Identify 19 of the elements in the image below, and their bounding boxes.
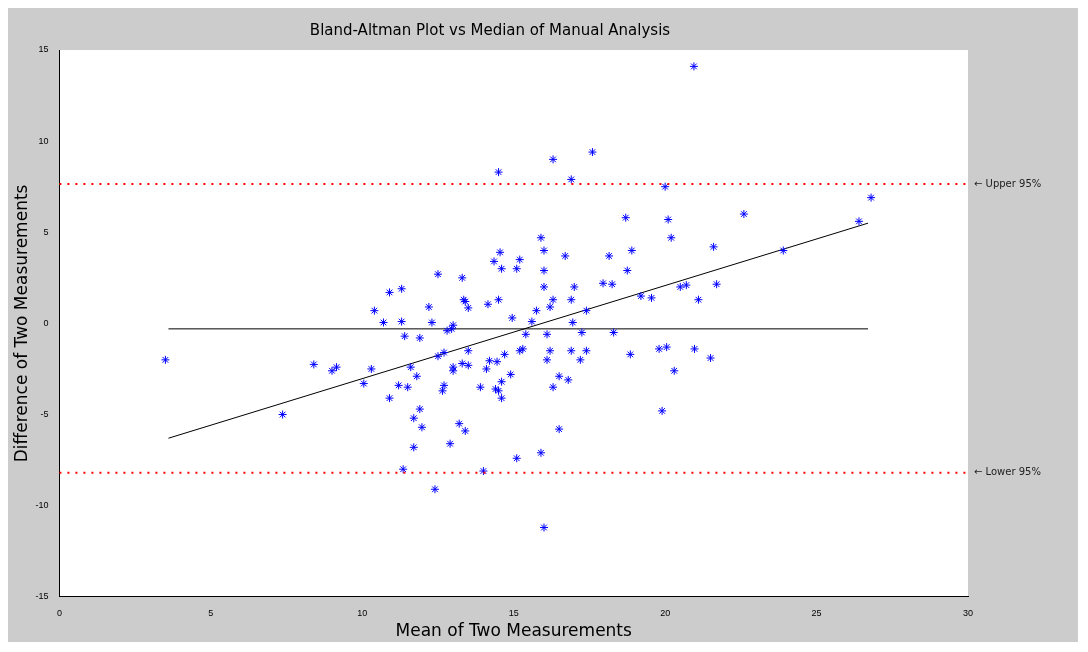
x-tick-label: 5 xyxy=(208,607,214,618)
x-tick-label: 30 xyxy=(962,607,974,618)
x-tick-label: 20 xyxy=(660,607,671,618)
y-tick-label: 5 xyxy=(43,226,49,237)
y-tick-label: 10 xyxy=(38,135,49,146)
x-tick-label: 15 xyxy=(508,607,519,618)
y-tick-label: 0 xyxy=(43,317,49,328)
y-tick-label: -10 xyxy=(35,500,49,511)
x-tick-label: 25 xyxy=(811,607,822,618)
ref-line-label: ← Upper 95% xyxy=(974,177,1042,189)
chart-title: Bland-Altman Plot vs Median of Manual Analysis xyxy=(309,20,671,39)
x-tick-label: 10 xyxy=(357,607,368,618)
y-tick-label: 15 xyxy=(38,44,49,55)
x-tick-label: 0 xyxy=(56,607,62,618)
y-tick-label: -5 xyxy=(40,409,49,420)
y-axis-title: Difference of Two Measurements xyxy=(10,184,31,463)
y-tick-label: -15 xyxy=(35,591,49,602)
x-axis-title: Mean of Two Measurements xyxy=(395,620,633,641)
ref-line-label: ← Lower 95% xyxy=(974,466,1041,478)
